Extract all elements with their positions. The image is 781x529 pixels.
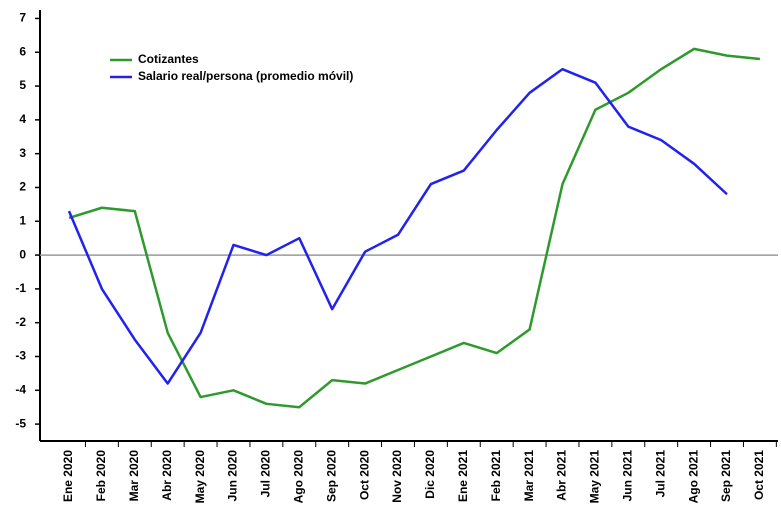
y-tick-label: -4 bbox=[15, 382, 26, 396]
y-tick-label: 3 bbox=[19, 146, 26, 160]
y-tick-label: -5 bbox=[15, 416, 26, 430]
x-tick-label: Oct 2020 bbox=[357, 450, 371, 500]
y-tick-label: -1 bbox=[15, 281, 26, 295]
x-tick-label: May 2021 bbox=[588, 450, 602, 504]
y-tick-label: 5 bbox=[19, 78, 26, 92]
series-line bbox=[67, 67, 728, 385]
x-tick-label: Sep 2021 bbox=[719, 450, 733, 502]
x-tick-label: Sep 2020 bbox=[324, 450, 338, 502]
x-tick-label: May 2020 bbox=[193, 450, 207, 504]
x-tick-label: Dic 2020 bbox=[423, 450, 437, 499]
x-tick-label: Abr 2021 bbox=[555, 450, 569, 501]
y-tick-label: 2 bbox=[19, 180, 26, 194]
x-tick-label: Jun 2020 bbox=[226, 450, 240, 502]
x-tick-label: Ago 2020 bbox=[291, 450, 305, 504]
y-tick-label: -2 bbox=[15, 315, 26, 329]
legend-label: Cotizantes bbox=[138, 52, 199, 66]
x-tick-label: Abr 2020 bbox=[160, 450, 174, 501]
series-line bbox=[68, 47, 761, 409]
y-tick-label: 1 bbox=[19, 213, 26, 227]
x-tick-label: Ene 2020 bbox=[61, 450, 75, 502]
y-tick-label: -3 bbox=[15, 349, 26, 363]
x-tick-label: Oct 2021 bbox=[752, 450, 766, 500]
x-tick-label: Jul 2020 bbox=[259, 450, 273, 498]
x-tick-label: Jul 2021 bbox=[653, 450, 667, 498]
y-tick-label: 7 bbox=[19, 11, 26, 25]
x-tick-label: Jun 2021 bbox=[620, 450, 634, 502]
y-tick-label: 6 bbox=[19, 44, 26, 58]
x-tick-label: Ago 2021 bbox=[686, 450, 700, 504]
x-tick-label: Nov 2020 bbox=[390, 450, 404, 503]
y-tick-label: 4 bbox=[19, 112, 26, 126]
x-tick-label: Ene 2021 bbox=[456, 450, 470, 502]
x-tick-label: Feb 2021 bbox=[489, 450, 503, 502]
x-tick-label: Mar 2020 bbox=[127, 450, 141, 502]
x-tick-label: Mar 2021 bbox=[522, 450, 536, 502]
legend-label: Salario real/persona (promedio móvil) bbox=[138, 69, 353, 83]
y-tick-label: 0 bbox=[19, 247, 26, 261]
x-tick-label: Feb 2020 bbox=[94, 450, 108, 502]
